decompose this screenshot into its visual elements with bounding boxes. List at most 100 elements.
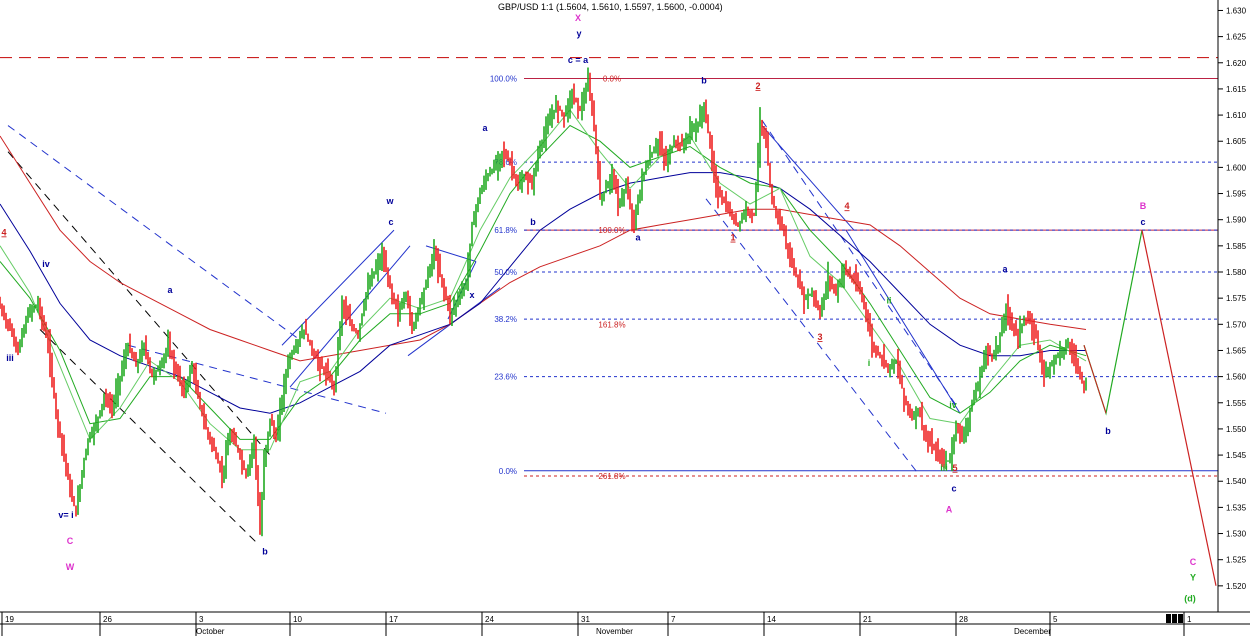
y-tick-label: 1.525 [1226, 556, 1247, 565]
wave-label: C [1190, 557, 1197, 567]
wave-label: 4 [844, 201, 849, 211]
x-tick-label: 5 [1053, 615, 1058, 624]
y-tick-label: 1.575 [1226, 294, 1247, 303]
channel-line [761, 120, 959, 409]
y-tick-label: 1.595 [1226, 190, 1247, 199]
wave-label: iii [6, 353, 14, 363]
x-tick-label: 28 [959, 615, 968, 624]
x-tick-label: 31 [581, 615, 590, 624]
wave-label: 2 [755, 81, 760, 91]
fib-retracement-label: 100.0% [490, 74, 517, 83]
wave-label: 1 [730, 233, 735, 243]
wave-label: iv [949, 400, 957, 410]
y-tick-label: 1.590 [1226, 216, 1247, 225]
y-tick-label: 1.535 [1226, 503, 1247, 512]
y-tick-label: 1.630 [1226, 6, 1247, 15]
x-tick-label: 14 [767, 615, 776, 624]
y-tick-label: 1.610 [1226, 111, 1247, 120]
chart-title: GBP/USD 1:1 (1.5604, 1.5610, 1.5597, 1.5… [498, 2, 723, 12]
channel-line [127, 344, 387, 414]
channel-line [845, 229, 961, 414]
wave-label: b [530, 217, 536, 227]
y-tick-label: 1.555 [1226, 399, 1247, 408]
channel-line [7, 125, 301, 341]
scroll-marker [1178, 614, 1183, 623]
wave-label: A [946, 505, 953, 515]
y-tick-label: 1.580 [1226, 268, 1247, 277]
x-tick-label: 19 [5, 615, 14, 624]
fib-extension-label: 161.8% [598, 320, 625, 329]
channel-lines [7, 120, 961, 545]
month-label: December [1014, 627, 1051, 636]
y-tick-label: 1.530 [1226, 530, 1247, 539]
y-tick-label: 1.585 [1226, 242, 1247, 251]
channel-line [39, 329, 259, 545]
fib-retracement-label: 0.0% [499, 467, 517, 476]
wave-label: iv [42, 259, 50, 269]
wave-label: c [1140, 217, 1145, 227]
wave-label: a [482, 123, 488, 133]
fib-retracement-label: 78.6% [494, 158, 517, 167]
x-tick-label: 10 [293, 615, 302, 624]
wave-label: x [469, 290, 474, 300]
y-tick-label: 1.545 [1226, 451, 1247, 460]
wave-label: a [635, 233, 641, 243]
y-tick-label: 1.565 [1226, 346, 1247, 355]
x-tick-label: 7 [671, 615, 676, 624]
channel-line [761, 125, 855, 231]
y-tick-label: 1.625 [1226, 33, 1247, 42]
wave-label: ii [886, 295, 891, 305]
wave-label: X [575, 13, 581, 23]
wave-label: Y [1190, 573, 1196, 583]
x-tick-label: 24 [485, 615, 494, 624]
x-tick-label: 1 [1187, 615, 1192, 624]
projection-red [1141, 230, 1217, 586]
wave-label: B [1140, 201, 1147, 211]
wave-label: 4 [1, 227, 6, 237]
fib-extension-label: 261.8% [598, 472, 625, 481]
projection-red-c [1083, 345, 1107, 414]
wave-label: w [385, 196, 394, 206]
x-tick-label: 17 [389, 615, 398, 624]
channel-line [281, 229, 395, 346]
wave-label: 5 [952, 463, 957, 473]
wave-label: b [262, 546, 268, 556]
wave-label: 3 [817, 332, 822, 342]
wave-label: C [67, 536, 74, 546]
channel-line [7, 151, 271, 456]
y-tick-label: 1.605 [1226, 137, 1247, 146]
fib-retracement-label: 38.2% [494, 315, 517, 324]
y-tick-label: 1.540 [1226, 477, 1247, 486]
month-label: October [196, 627, 225, 636]
y-tick-label: 1.615 [1226, 85, 1247, 94]
wave-label: i [868, 358, 871, 368]
moving-average-red [0, 135, 1087, 362]
wave-label: v= i [58, 510, 73, 520]
wave-label: b [1105, 426, 1111, 436]
wave-label: c [388, 217, 393, 227]
horizontal-lines: 100.0%78.6%61.8%50.0%38.2%23.6%0.0%0.0%1… [0, 56, 1218, 481]
fib-extension-label: 0.0% [603, 74, 621, 83]
y-tick-label: 1.520 [1226, 582, 1247, 591]
fib-retracement-label: 23.6% [494, 373, 517, 382]
wave-label: a [167, 285, 173, 295]
x-tick-label: 21 [863, 615, 872, 624]
y-tick-label: 1.550 [1226, 425, 1247, 434]
y-tick-label: 1.570 [1226, 320, 1247, 329]
wave-label: c = a [568, 55, 589, 65]
price-series [0, 67, 1087, 537]
channel-line [705, 198, 921, 477]
scroll-marker [1166, 614, 1171, 623]
fib-extension-label: 100.0% [598, 226, 625, 235]
y-tick-label: 1.620 [1226, 59, 1247, 68]
x-tick-label: 26 [103, 615, 112, 624]
wave-label: y [576, 29, 581, 39]
x-tick-label: 3 [199, 615, 204, 624]
scroll-marker [1172, 614, 1177, 623]
wave-label: b [701, 76, 707, 86]
